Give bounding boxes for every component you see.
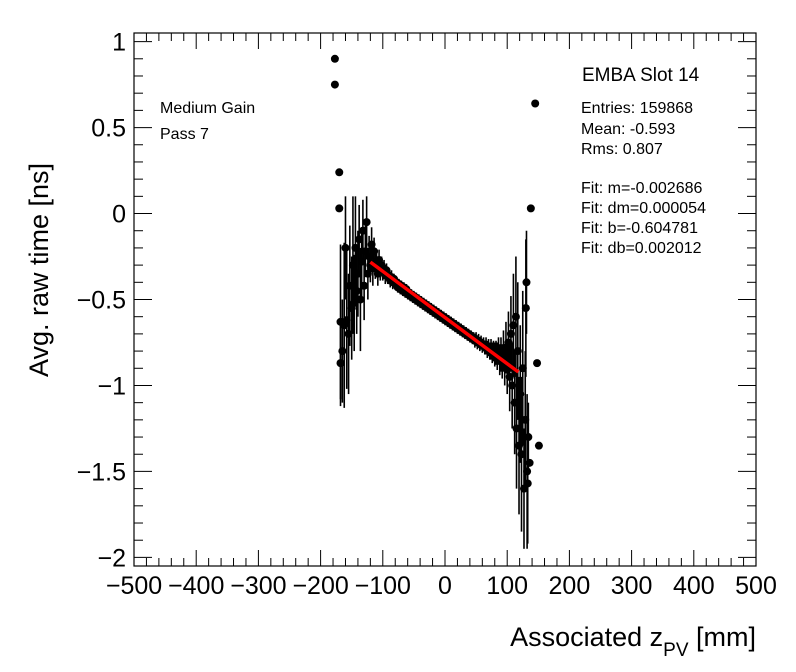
x-tick-label: −100 xyxy=(355,572,411,600)
data-point xyxy=(509,321,518,330)
data-point xyxy=(533,359,542,368)
data-point xyxy=(531,99,540,108)
stats-fit-b: Fit: b=-0.604781 xyxy=(581,220,698,237)
data-point xyxy=(335,168,344,177)
x-tick-label: 500 xyxy=(735,572,777,600)
data-point xyxy=(345,281,354,290)
y-axis-title: Avg. raw time [ns] xyxy=(24,163,54,377)
data-point xyxy=(508,381,517,390)
y-tick-label: 1 xyxy=(112,29,126,57)
data-points-layer xyxy=(330,54,543,493)
data-point xyxy=(525,458,534,467)
data-point xyxy=(336,359,345,368)
data-point xyxy=(344,329,353,338)
data-point xyxy=(523,467,532,476)
y-tick-label: −1.5 xyxy=(77,458,126,486)
data-point xyxy=(534,441,543,450)
fit-line xyxy=(369,260,520,374)
data-point xyxy=(358,226,367,235)
data-point xyxy=(523,479,532,488)
stats-entries: Entries: 159868 xyxy=(581,100,693,117)
axis-ticks-layer: −500 −400 −300 −200 −100 0 100 200 300 400 500 1 0.5… xyxy=(77,29,777,600)
data-point xyxy=(356,295,365,304)
x-axis-title-subscript: PV xyxy=(663,640,689,661)
data-point xyxy=(360,281,369,290)
stats-fit-dm: Fit: dm=0.000054 xyxy=(581,200,706,217)
data-point xyxy=(513,347,522,356)
data-point xyxy=(370,247,379,256)
stats-fit-m: Fit: m=-0.002686 xyxy=(581,180,703,197)
data-point xyxy=(357,257,366,266)
data-point xyxy=(505,372,514,381)
data-point xyxy=(335,204,344,213)
data-point xyxy=(521,415,530,424)
data-point xyxy=(338,347,347,356)
data-point xyxy=(521,304,530,313)
stats-rms: Rms: 0.807 xyxy=(581,141,663,158)
x-tick-label: −500 xyxy=(106,572,162,600)
data-point xyxy=(352,286,361,295)
data-point xyxy=(506,329,515,338)
annotation-medium-gain: Medium Gain xyxy=(160,100,255,117)
data-point xyxy=(504,338,513,347)
y-tick-label: −2 xyxy=(97,544,126,572)
data-point xyxy=(348,261,357,270)
data-point xyxy=(517,450,526,459)
data-point xyxy=(518,364,527,373)
data-point xyxy=(511,312,520,321)
data-point xyxy=(330,80,339,89)
data-point xyxy=(355,235,364,244)
data-point xyxy=(330,54,339,63)
data-point xyxy=(363,269,372,278)
y-tick-label: 0 xyxy=(112,201,126,229)
y-tick-label: −1 xyxy=(97,372,126,400)
x-tick-label: −400 xyxy=(168,572,224,600)
y-tick-label: −0.5 xyxy=(77,287,126,315)
x-tick-label: 400 xyxy=(673,572,715,600)
data-point xyxy=(510,398,519,407)
data-point xyxy=(342,316,351,325)
x-axis-title-main: Associated z xyxy=(510,622,663,652)
x-axis-title-unit: [mm] xyxy=(689,622,757,652)
data-point xyxy=(362,218,371,227)
data-point xyxy=(341,243,350,252)
data-point xyxy=(524,433,533,442)
stats-mean: Mean: -0.593 xyxy=(581,121,675,138)
stats-fit-db: Fit: db=0.002012 xyxy=(581,240,702,257)
fit-line-layer xyxy=(369,260,520,374)
x-tick-label: 0 xyxy=(438,572,452,600)
data-point xyxy=(526,204,535,213)
x-tick-label: 200 xyxy=(549,572,591,600)
stats-title: EMBA Slot 14 xyxy=(582,65,700,86)
x-tick-label: 300 xyxy=(611,572,653,600)
x-tick-label: −200 xyxy=(292,572,348,600)
data-point xyxy=(512,424,521,433)
data-point xyxy=(516,390,525,399)
data-point xyxy=(515,441,524,450)
chart-text-layer: Avg. raw time [ns] Associated zPV [mm] M… xyxy=(24,65,756,661)
x-tick-label: −300 xyxy=(230,572,286,600)
data-point xyxy=(367,240,376,249)
data-point xyxy=(365,252,374,261)
data-point xyxy=(522,278,531,287)
annotation-pass: Pass 7 xyxy=(160,126,209,143)
x-tick-label: 100 xyxy=(486,572,528,600)
data-point xyxy=(350,298,359,307)
data-point xyxy=(353,269,362,278)
data-point xyxy=(351,243,360,252)
y-tick-label: 0.5 xyxy=(91,115,126,143)
x-axis-title: Associated zPV [mm] xyxy=(510,622,756,661)
